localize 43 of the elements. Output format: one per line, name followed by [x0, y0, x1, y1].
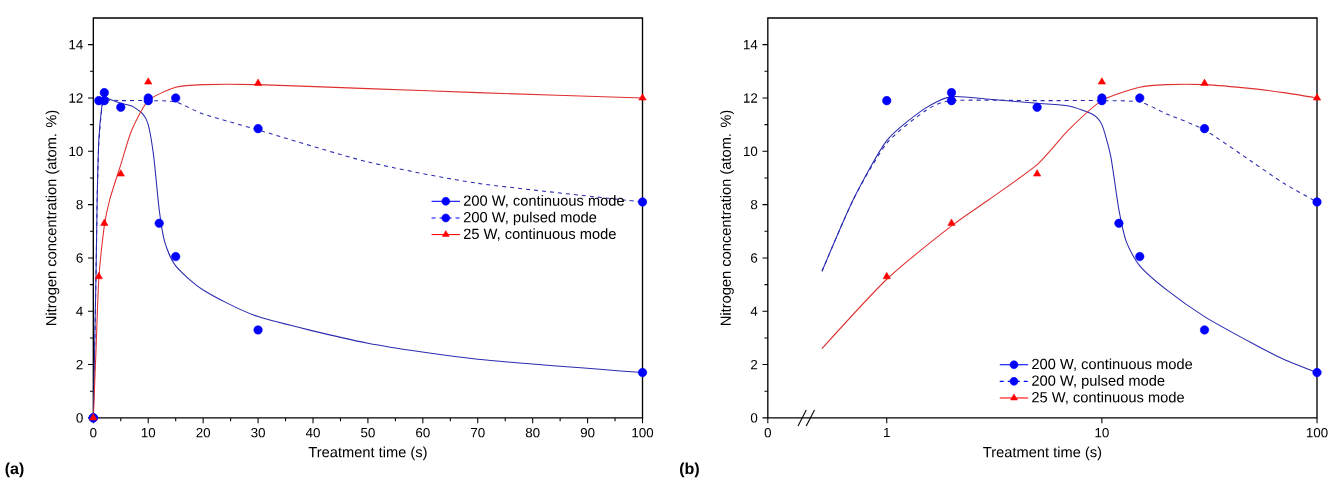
x-tick-label: 20: [196, 428, 211, 438]
y-tick-label: 14: [69, 40, 83, 50]
y-tick-label: 6: [76, 253, 83, 263]
x-tick-label: 50: [361, 428, 375, 438]
x-tick-label: 100: [1306, 428, 1328, 438]
x-tick-label: 90: [580, 428, 595, 438]
legend-label: 200 W, continuous mode: [463, 195, 624, 208]
legend-label: 200 W, continuous mode: [1032, 358, 1193, 371]
y-tick-label: 4: [76, 306, 83, 316]
legend-label: 200 W, pulsed mode: [1032, 375, 1165, 389]
y-tick-label: 6: [751, 253, 758, 263]
x-tick-label: 10: [1095, 428, 1109, 438]
x-tick-label: 40: [305, 428, 320, 438]
x-tick-label: 1: [884, 427, 890, 438]
x-tick-label: 60: [416, 428, 430, 438]
y-tick-label: 14: [743, 40, 758, 50]
x-tick-label: 70: [471, 428, 485, 438]
legend-label: 25 W, continuous mode: [1032, 391, 1184, 405]
y-tick-label: 10: [69, 146, 83, 157]
y-tick-label: 2: [76, 359, 83, 370]
y-axis-title: Nitrogen concentration (atom. %): [45, 110, 60, 326]
x-tick-label: 10: [141, 428, 156, 438]
x-tick-label: 0: [764, 428, 772, 438]
y-tick-label: 10: [743, 146, 758, 157]
x-tick-label: 80: [525, 428, 540, 438]
y-tick-label: 0: [750, 413, 758, 423]
x-tick-label: 100: [632, 428, 654, 438]
y-tick-label: 8: [750, 199, 758, 210]
y-axis-title: Nitrogen concentration (atom. %): [720, 110, 734, 326]
y-tick-label: 12: [69, 93, 83, 103]
x-axis-title: Treatment time (s): [983, 446, 1102, 461]
y-tick-label: 4: [750, 306, 758, 316]
y-tick-label: 8: [76, 199, 83, 210]
legend-label: 200 W, pulsed mode: [463, 211, 597, 226]
x-tick-label: 0: [90, 428, 97, 438]
y-tick-label: 2: [751, 359, 758, 370]
x-tick-label: 30: [251, 428, 265, 438]
text: (b): [680, 462, 699, 478]
x-axis-title: Treatment time (s): [308, 446, 427, 461]
y-tick-label: 12: [743, 93, 758, 103]
y-tick-label: 0: [76, 413, 83, 423]
text: (a): [5, 462, 24, 478]
legend-label: 25 W, continuous mode: [463, 228, 616, 241]
